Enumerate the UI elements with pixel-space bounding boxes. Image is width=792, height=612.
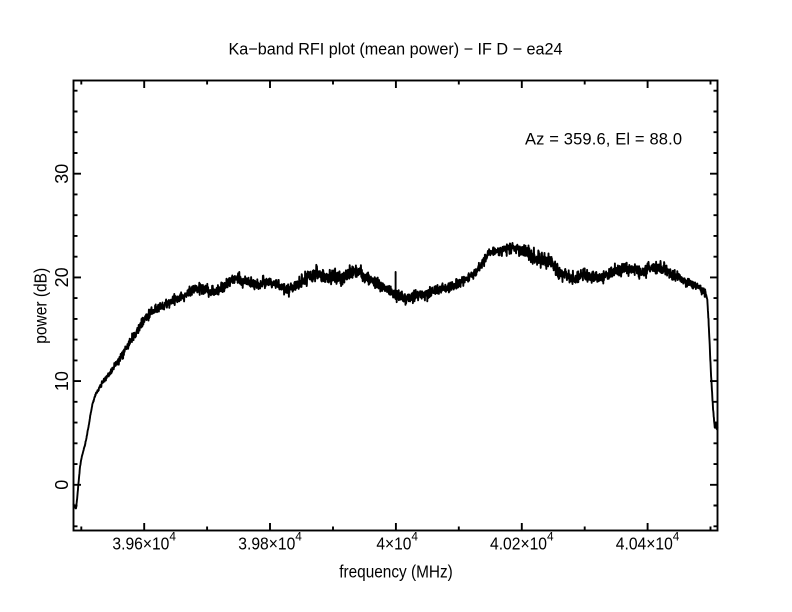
svg-text:Az = 359.6, El = 88.0: Az = 359.6, El = 88.0 (525, 130, 682, 148)
svg-text:4: 4 (411, 530, 418, 544)
svg-text:4.02×10: 4.02×10 (490, 534, 547, 554)
svg-text:10: 10 (52, 371, 72, 391)
svg-text:4: 4 (547, 530, 554, 544)
svg-text:3.98×10: 3.98×10 (238, 534, 295, 554)
svg-text:Ka−band RFI plot (mean power): Ka−band RFI plot (mean power) − IF D − e… (229, 41, 563, 59)
svg-text:30: 30 (52, 164, 72, 184)
svg-text:4: 4 (295, 530, 302, 544)
svg-text:4: 4 (169, 530, 176, 544)
svg-text:power (dB): power (dB) (31, 268, 51, 344)
svg-text:3.96×10: 3.96×10 (112, 534, 169, 554)
svg-text:4×10: 4×10 (376, 534, 411, 554)
svg-text:20: 20 (52, 267, 72, 287)
svg-text:0: 0 (52, 480, 72, 490)
svg-text:4: 4 (673, 530, 680, 544)
svg-text:frequency (MHz): frequency (MHz) (339, 561, 453, 581)
svg-text:4.04×10: 4.04×10 (616, 534, 673, 554)
